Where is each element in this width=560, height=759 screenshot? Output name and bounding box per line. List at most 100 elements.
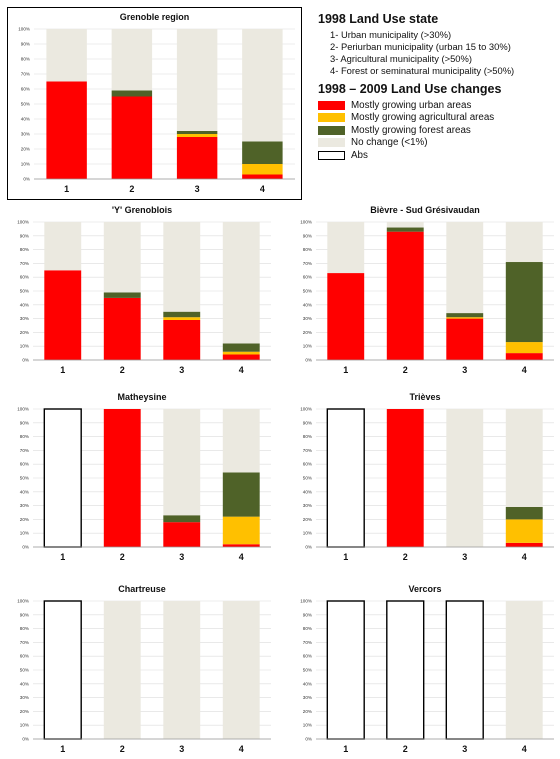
x-tick-label: 1 <box>60 552 65 562</box>
y-tick-label: 30% <box>303 695 312 700</box>
legend-swatch <box>318 113 345 123</box>
bar-segment <box>103 601 141 739</box>
bar-segment <box>163 409 201 516</box>
y-tick-label: 30% <box>20 316 29 321</box>
y-tick-label: 30% <box>303 316 312 321</box>
bar-segment <box>505 519 543 543</box>
x-tick-label: 2 <box>403 552 408 562</box>
chart-title: 'Y' Grenoblois <box>111 205 173 215</box>
bar-segment <box>505 409 543 507</box>
y-tick-label: 90% <box>303 612 312 617</box>
bar-segment <box>46 81 87 179</box>
x-tick-label: 1 <box>64 184 69 194</box>
x-tick-label: 3 <box>179 365 184 375</box>
y-tick-label: 30% <box>303 503 312 508</box>
bar-segment <box>327 222 365 274</box>
y-tick-label: 40% <box>21 117 30 122</box>
bar-segment <box>505 342 543 354</box>
bar-segment <box>176 131 218 134</box>
bar-segment <box>446 318 484 360</box>
y-tick-label: 0% <box>305 737 312 742</box>
y-tick-label: 80% <box>303 247 312 252</box>
bar-segment <box>505 262 543 343</box>
y-tick-label: 50% <box>21 102 30 107</box>
y-tick-label: 0% <box>22 737 29 742</box>
bar-segment <box>386 222 424 228</box>
y-tick-label: 0% <box>22 358 29 363</box>
y-tick-label: 70% <box>20 261 29 266</box>
y-tick-label: 100% <box>17 407 29 412</box>
legend-swatch <box>318 100 345 110</box>
x-tick-label: 1 <box>60 365 65 375</box>
bar-segment <box>222 343 260 352</box>
y-tick-label: 0% <box>305 358 312 363</box>
bar-segment <box>505 542 543 547</box>
chart-vercors: Vercors 0% 10% 20% 30% 40% 50% 60% 70% 80% 90% 100%… <box>290 584 560 759</box>
y-tick-label: 30% <box>20 503 29 508</box>
y-tick-label: 80% <box>20 434 29 439</box>
bar-segment <box>46 29 87 82</box>
legend-item-abs: Abs <box>318 149 558 162</box>
x-tick-label: 4 <box>522 552 527 562</box>
legend-state-item: 3- Agricultural municipality (>50%) <box>330 53 472 64</box>
y-tick-label: 20% <box>20 709 29 714</box>
bar-segment <box>505 601 543 739</box>
chart-matheysine: Matheysine 0% 10% 20% 30% 40% 50% 60% 70% 80% 90% 1… <box>7 392 277 567</box>
x-tick-label: 1 <box>343 744 348 754</box>
bar-segment <box>386 227 424 232</box>
legend-label: Mostly growing forest areas <box>351 124 471 136</box>
y-tick-label: 60% <box>20 275 29 280</box>
y-tick-label: 100% <box>300 407 312 412</box>
chart-title: Chartreuse <box>118 584 166 594</box>
y-tick-label: 60% <box>20 462 29 467</box>
bar-segment <box>111 29 153 91</box>
y-tick-label: 10% <box>303 344 312 349</box>
bar-segment <box>386 231 424 360</box>
y-tick-label: 50% <box>20 289 29 294</box>
bar-segment <box>505 506 543 520</box>
x-tick-label: 4 <box>239 365 244 375</box>
chart-grenoble-region: Grenoble region 0% 10% 20% 30% 40% 50% 60% 70% 80… <box>7 7 302 200</box>
legend: 1998 Land Use state 1- Urban municipalit… <box>318 12 558 162</box>
x-tick-label: 2 <box>403 365 408 375</box>
y-tick-label: 50% <box>303 668 312 673</box>
y-tick-label: 0% <box>305 545 312 550</box>
x-tick-label: 2 <box>403 744 408 754</box>
y-tick-label: 90% <box>20 420 29 425</box>
chart-plot: 0% 10% 20% 30% 40% 50% 60% 70% 80% 90% 100% 1 2 3 4 <box>17 407 271 562</box>
bar-abs <box>386 600 425 740</box>
y-tick-label: 20% <box>303 517 312 522</box>
y-tick-label: 20% <box>20 517 29 522</box>
bar-segment <box>505 222 543 263</box>
bar-segment <box>242 141 283 164</box>
y-tick-label: 100% <box>17 599 29 604</box>
legend-swatch <box>318 125 345 135</box>
legend-changes-title: 1998 – 2009 Land Use changes <box>318 82 502 96</box>
chart-title: Grenoble region <box>119 12 190 22</box>
y-tick-label: 50% <box>303 476 312 481</box>
y-tick-label: 0% <box>23 177 30 182</box>
x-tick-label: 4 <box>239 552 244 562</box>
legend-label: Mostly growing urban areas <box>351 99 472 111</box>
bar-segment <box>242 174 283 179</box>
y-tick-label: 80% <box>20 247 29 252</box>
legend-state-item: 2- Periurban municipality (urban 15 to 3… <box>330 41 511 52</box>
bar-segment <box>163 601 201 739</box>
bar-segment <box>222 601 260 739</box>
y-tick-label: 40% <box>20 302 29 307</box>
legend-swatch <box>318 138 345 148</box>
x-tick-label: 4 <box>522 365 527 375</box>
y-tick-label: 40% <box>20 681 29 686</box>
x-tick-label: 3 <box>195 184 200 194</box>
y-tick-label: 40% <box>303 489 312 494</box>
legend-state-list: 1- Urban municipality (>30%) 2- Periurba… <box>318 29 558 77</box>
bar-segment <box>111 90 153 97</box>
y-tick-label: 40% <box>303 681 312 686</box>
y-tick-label: 90% <box>303 420 312 425</box>
y-tick-label: 10% <box>20 531 29 536</box>
bar-segment <box>163 222 201 312</box>
bar-abs <box>445 600 484 740</box>
x-tick-label: 1 <box>343 552 348 562</box>
y-tick-label: 60% <box>21 87 30 92</box>
y-tick-label: 80% <box>20 626 29 631</box>
